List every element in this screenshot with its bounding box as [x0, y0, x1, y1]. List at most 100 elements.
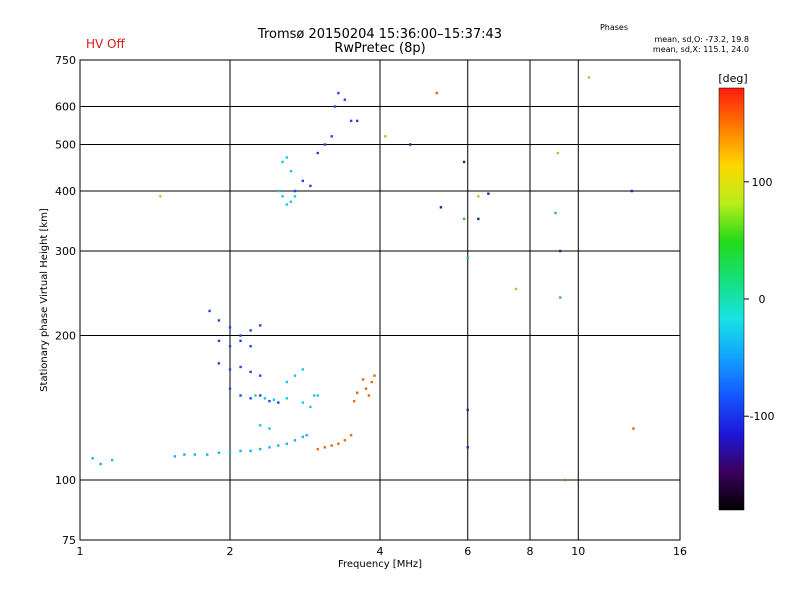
data-point [239, 334, 242, 337]
data-point [349, 119, 353, 123]
data-point [355, 119, 359, 123]
data-point [110, 458, 114, 462]
x-tick-label: 6 [464, 545, 471, 558]
data-point [316, 447, 319, 451]
data-points [91, 76, 635, 482]
data-point [268, 399, 271, 403]
phases-title: Phases [599, 23, 628, 32]
data-point [323, 446, 327, 449]
data-point [349, 433, 353, 437]
data-point [285, 380, 288, 384]
y-tick-label: 500 [55, 139, 76, 152]
data-point [259, 424, 262, 427]
data-point [228, 326, 232, 329]
data-point [293, 195, 297, 198]
data-point [259, 394, 262, 397]
data-point [301, 401, 305, 404]
data-point [309, 405, 312, 409]
data-point [330, 135, 333, 138]
data-point [208, 309, 211, 313]
hv-status-label: HV Off [86, 37, 125, 51]
y-axis-ticks: 75 100 200 300 400 500 600 750 [55, 54, 76, 547]
data-point [217, 451, 221, 454]
data-point [285, 203, 288, 206]
data-point [228, 345, 232, 348]
data-point [343, 439, 347, 442]
data-point [305, 433, 308, 437]
data-point [477, 217, 480, 221]
data-point [268, 427, 271, 430]
data-point [193, 453, 197, 456]
x-tick-label: 8 [527, 545, 534, 558]
data-point [466, 446, 469, 449]
data-point [466, 408, 469, 412]
data-point [323, 143, 327, 146]
data-point [477, 195, 480, 198]
data-point [337, 91, 340, 95]
data-point [205, 453, 209, 456]
data-point [373, 374, 376, 377]
y-tick-label: 75 [62, 534, 76, 547]
data-point [277, 189, 280, 193]
data-point [630, 189, 633, 193]
y-tick-label: 300 [55, 245, 76, 258]
data-point [217, 362, 221, 365]
phases-o-stats: mean, sd,O: -73.2, 19.8 [654, 35, 749, 44]
colorbar-tick-label: -100 [750, 410, 775, 423]
data-point [293, 374, 297, 377]
data-point [384, 135, 387, 138]
data-point [285, 442, 288, 445]
x-tick-label: 4 [377, 545, 384, 558]
data-point [355, 391, 359, 394]
y-tick-label: 400 [55, 185, 76, 198]
data-point [559, 296, 562, 299]
x-tick-label: 2 [227, 545, 234, 558]
data-point [301, 435, 305, 439]
data-point [367, 394, 371, 397]
data-point [466, 256, 469, 260]
data-point [487, 192, 490, 195]
y-axis-label: Stationary phase Virtual Height [km] [39, 208, 50, 392]
data-point [259, 447, 262, 451]
data-point [343, 98, 347, 101]
data-point [462, 217, 466, 221]
data-point [587, 76, 591, 79]
data-point [183, 453, 186, 456]
data-point [337, 442, 340, 445]
chart-subtitle: RwPretec (8p) [334, 41, 426, 56]
data-point [259, 324, 262, 327]
data-point [99, 462, 102, 466]
data-point [293, 439, 297, 442]
data-point [409, 143, 412, 146]
data-point [249, 397, 252, 400]
data-point [239, 365, 242, 369]
data-point [285, 156, 288, 159]
x-tick-label: 10 [571, 545, 585, 558]
data-point [228, 451, 232, 454]
data-point [259, 374, 262, 377]
data-point [316, 151, 319, 155]
data-point [217, 319, 221, 322]
y-tick-label: 100 [55, 474, 76, 487]
colorbar-label: [deg] [718, 72, 747, 85]
data-point [249, 329, 252, 332]
data-point [239, 449, 242, 453]
y-tick-label: 600 [55, 101, 76, 114]
colorbar-ticks: 100 0 -100 [744, 176, 774, 423]
data-point [249, 449, 252, 453]
data-point [563, 478, 567, 482]
data-point [239, 339, 242, 343]
data-point [554, 211, 557, 215]
grid-lines [80, 60, 680, 540]
data-point [281, 195, 284, 198]
data-point [254, 394, 257, 397]
data-point [364, 387, 368, 390]
data-point [285, 397, 288, 400]
data-point [361, 378, 365, 381]
data-point [330, 444, 333, 447]
x-tick-label: 16 [673, 545, 687, 558]
data-point [249, 370, 252, 374]
data-point [239, 394, 242, 397]
y-tick-label: 750 [55, 54, 76, 67]
data-point [289, 200, 293, 203]
